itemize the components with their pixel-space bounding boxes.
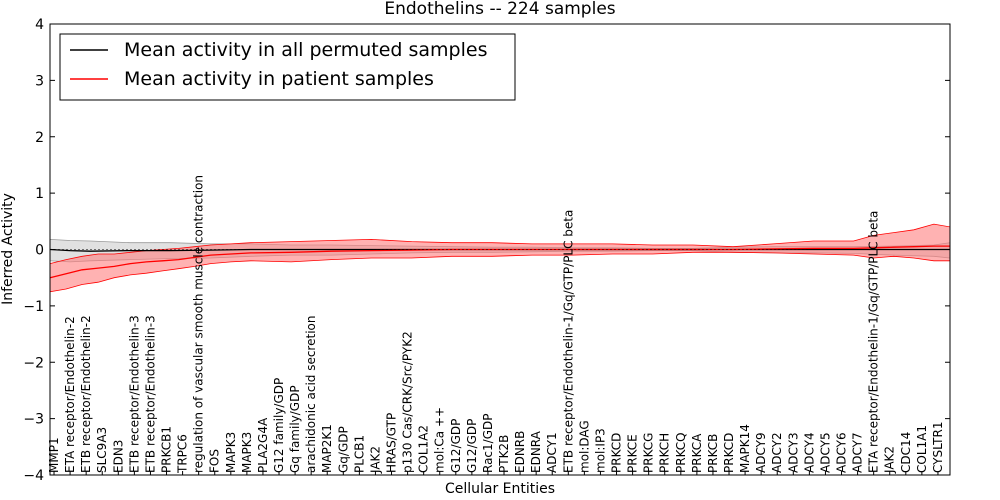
x-tick-label: PLA2G4A	[256, 417, 270, 473]
legend-box	[59, 33, 516, 101]
y-tick-label: −2	[23, 355, 44, 371]
y-tick-label: 4	[35, 17, 44, 33]
x-tick-label: FOS	[208, 449, 222, 473]
y-tick-label: −1	[23, 299, 44, 315]
x-tick-label: CYSLTR1	[931, 422, 945, 473]
plot-area	[49, 223, 951, 293]
x-tick-label: G12/GDP	[449, 419, 463, 473]
x-tick-label: ETA receptor/Endothelin-1/Gq/GTP/PLC bet…	[867, 211, 881, 473]
x-tick-label: EDN3	[111, 440, 125, 473]
x-tick-label: G12/GDP	[465, 419, 479, 473]
x-axis-label: Cellular Entities	[445, 481, 555, 497]
x-tick-label: JAK2	[883, 446, 897, 474]
x-tick-label: PRKCG	[642, 433, 656, 473]
x-tick-label: PRKCE	[626, 434, 640, 473]
y-tick-label: 3	[35, 73, 44, 89]
x-tick-label: ETA receptor/Endothelin-2	[63, 316, 77, 473]
x-tick-label: COL1A1	[915, 425, 929, 473]
x-tick-label: TRPC6	[176, 434, 190, 474]
y-tick-label: −3	[23, 412, 44, 428]
x-tick-label: mol:DAG	[577, 420, 591, 473]
x-tick-label: ETB receptor/Endothelin-3	[143, 315, 157, 473]
x-tick-label: G12 family/GDP	[272, 378, 286, 473]
x-tick-label: PLCB1	[352, 435, 366, 473]
x-tick-label: ADCY1	[545, 432, 559, 473]
x-tick-label: PRKCD	[610, 433, 624, 473]
x-tick-label: ETB receptor/Endothelin-2	[79, 315, 93, 473]
legend-label: Mean activity in patient samples	[124, 68, 434, 90]
patient-mean-line	[49, 245, 950, 279]
x-tick-label: JAK2	[368, 446, 382, 474]
x-tick-label: ADCY7	[851, 432, 865, 473]
legend: Mean activity in all permuted samples Mea…	[59, 33, 516, 101]
x-tick-label: Rac1/GDP	[481, 414, 495, 473]
x-tick-label: PRKCB	[706, 434, 720, 473]
x-tick-label: ETB receptor/Endothelin-3	[127, 315, 141, 473]
y-tick-label: −4	[23, 468, 44, 484]
x-tick-label: mol:Ca ++	[433, 407, 447, 473]
y-tick-label: 0	[35, 243, 44, 259]
x-tick-label: PRKCH	[658, 433, 672, 473]
x-tick-label: COL1A2	[417, 425, 431, 473]
y-tick-label: 2	[35, 130, 44, 146]
patient-band	[49, 223, 951, 293]
x-tick-label: ADCY4	[802, 432, 816, 473]
x-tick-label: PTK2B	[497, 435, 511, 473]
y-tick-label: 1	[35, 186, 44, 202]
y-axis-label: Inferred Activity	[0, 193, 16, 305]
x-tick-label: ADCY3	[786, 432, 800, 473]
x-tick-label: PRKCA	[690, 433, 704, 473]
x-tick-label: MAPK3	[240, 432, 254, 473]
x-tick-label: PRKCD	[722, 433, 736, 473]
chart-title: Endothelins -- 224 samples	[384, 0, 615, 19]
x-tick-label: MMP1	[47, 437, 61, 473]
x-tick-label: ADCY9	[754, 432, 768, 473]
x-tick-label: CDC14	[899, 432, 913, 473]
x-tick-label: Gq family/GDP	[288, 385, 302, 473]
x-tick-label: ETB receptor/Endothelin-1/Gq/GTP/PLC bet…	[561, 210, 575, 473]
x-tick-label: mol:IP3	[593, 428, 607, 473]
legend-label: Mean activity in all permuted samples	[124, 39, 487, 61]
x-tick-label: MAPK14	[738, 424, 752, 473]
x-tick-label: PRKCQ	[674, 432, 688, 473]
x-tick-label: MAPK3	[224, 432, 238, 473]
x-tick-label: EDNRA	[529, 430, 543, 473]
x-tick-label: ADCY6	[835, 432, 849, 473]
x-tick-label: HRAS/GTP	[385, 413, 399, 473]
x-tick-label: regulation of vascular smooth muscle con…	[192, 175, 206, 473]
x-tick-label: ADCY5	[818, 432, 832, 473]
x-tick-label: EDNRB	[513, 431, 527, 473]
x-tick-label: SLC9A3	[95, 427, 109, 473]
x-tick-label: PRKCB1	[160, 426, 174, 473]
x-tick-label: ADCY2	[770, 432, 784, 473]
x-tick-label: Gq/GDP	[336, 426, 350, 473]
x-tick-label: p130 Cas/CRK/Src/PYK2	[401, 331, 415, 473]
x-tick-label: MAP2K1	[320, 424, 334, 473]
x-tick-label: arachidonic acid secretion	[304, 316, 318, 473]
